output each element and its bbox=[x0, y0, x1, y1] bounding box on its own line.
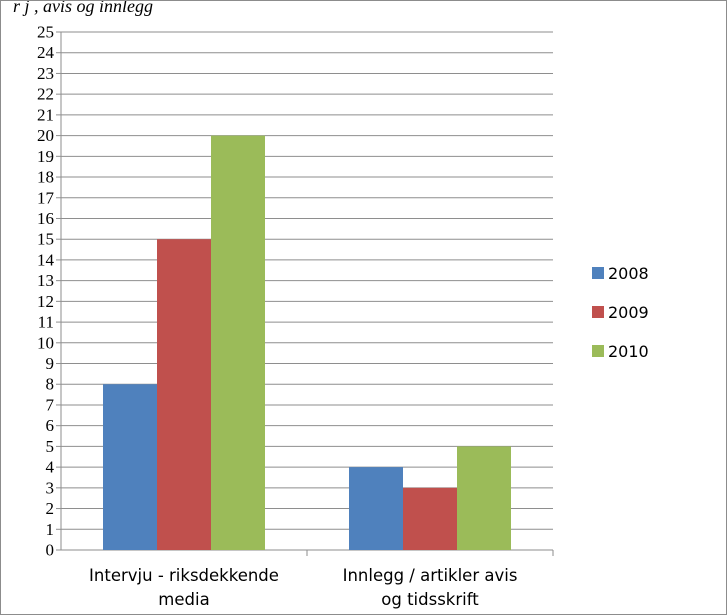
bar-2009 bbox=[157, 239, 211, 550]
y-tick-label: 5 bbox=[46, 437, 55, 456]
category-label: media bbox=[158, 590, 209, 609]
category-label: Intervju - riksdekkende bbox=[89, 566, 279, 585]
bar-2008 bbox=[103, 384, 157, 550]
y-tick-label: 9 bbox=[46, 354, 55, 373]
bar-2010 bbox=[457, 446, 511, 550]
legend-swatch bbox=[592, 306, 604, 318]
y-tick-label: 1 bbox=[46, 520, 55, 539]
legend-swatch bbox=[592, 267, 604, 279]
y-tick-label: 12 bbox=[37, 292, 54, 311]
y-tick-label: 25 bbox=[37, 23, 54, 42]
y-tick-label: 2 bbox=[46, 499, 55, 518]
y-tick-label: 11 bbox=[38, 313, 54, 332]
y-tick-labels: 0123456789101112131415161718192021222324… bbox=[37, 23, 55, 560]
y-tick-label: 0 bbox=[46, 541, 55, 560]
category-label: og tidsskrift bbox=[381, 590, 479, 609]
y-tick-label: 7 bbox=[46, 395, 55, 414]
y-tick-label: 20 bbox=[37, 126, 54, 145]
legend-swatch bbox=[592, 345, 604, 357]
y-tick-label: 8 bbox=[46, 375, 55, 394]
y-tick-label: 23 bbox=[37, 64, 54, 83]
legend-label: 2010 bbox=[608, 342, 649, 361]
bars bbox=[103, 135, 511, 550]
y-tick-label: 13 bbox=[37, 271, 54, 290]
y-tick-label: 18 bbox=[37, 168, 54, 187]
y-tick-label: 22 bbox=[37, 85, 54, 104]
y-tick-label: 24 bbox=[37, 43, 55, 62]
cropped-header-text: r j , avis og innlegg bbox=[13, 1, 153, 16]
y-tick-label: 14 bbox=[37, 250, 55, 269]
y-tick-label: 21 bbox=[37, 105, 54, 124]
legend: 2008 2009 2010 bbox=[592, 264, 649, 361]
category-labels: Intervju - riksdekkende media Innlegg / ar… bbox=[89, 566, 517, 609]
y-tick-label: 4 bbox=[46, 458, 55, 477]
legend-label: 2008 bbox=[608, 264, 649, 283]
y-tick-label: 16 bbox=[37, 209, 54, 228]
legend-label: 2009 bbox=[608, 303, 649, 322]
bar-2009 bbox=[403, 487, 457, 550]
bar-2008 bbox=[349, 467, 403, 550]
y-tick-label: 10 bbox=[37, 333, 54, 352]
y-tick-label: 19 bbox=[37, 147, 54, 166]
category-label: Innlegg / artikler avis bbox=[343, 566, 518, 585]
bar-2010 bbox=[211, 135, 265, 550]
y-tick-label: 3 bbox=[46, 478, 55, 497]
y-tick-label: 15 bbox=[37, 230, 54, 249]
y-tick-label: 17 bbox=[37, 188, 55, 207]
y-tick-label: 6 bbox=[46, 416, 55, 435]
